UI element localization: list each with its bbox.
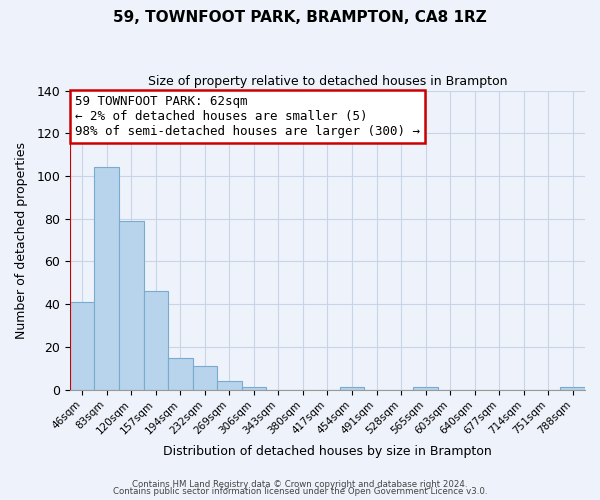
X-axis label: Distribution of detached houses by size in Brampton: Distribution of detached houses by size … <box>163 444 492 458</box>
Title: Size of property relative to detached houses in Brampton: Size of property relative to detached ho… <box>148 75 507 88</box>
Bar <box>94 168 119 390</box>
Bar <box>413 388 438 390</box>
Bar <box>143 292 168 390</box>
Bar <box>217 381 242 390</box>
Text: Contains public sector information licensed under the Open Government Licence v3: Contains public sector information licen… <box>113 487 487 496</box>
Bar <box>119 221 143 390</box>
Text: 59 TOWNFOOT PARK: 62sqm
← 2% of detached houses are smaller (5)
98% of semi-deta: 59 TOWNFOOT PARK: 62sqm ← 2% of detached… <box>75 95 420 138</box>
Bar <box>340 388 364 390</box>
Bar <box>193 366 217 390</box>
Text: 59, TOWNFOOT PARK, BRAMPTON, CA8 1RZ: 59, TOWNFOOT PARK, BRAMPTON, CA8 1RZ <box>113 10 487 25</box>
Y-axis label: Number of detached properties: Number of detached properties <box>15 142 28 338</box>
Text: Contains HM Land Registry data © Crown copyright and database right 2024.: Contains HM Land Registry data © Crown c… <box>132 480 468 489</box>
Bar <box>70 302 94 390</box>
Bar <box>560 388 585 390</box>
Bar <box>168 358 193 390</box>
Bar <box>242 388 266 390</box>
